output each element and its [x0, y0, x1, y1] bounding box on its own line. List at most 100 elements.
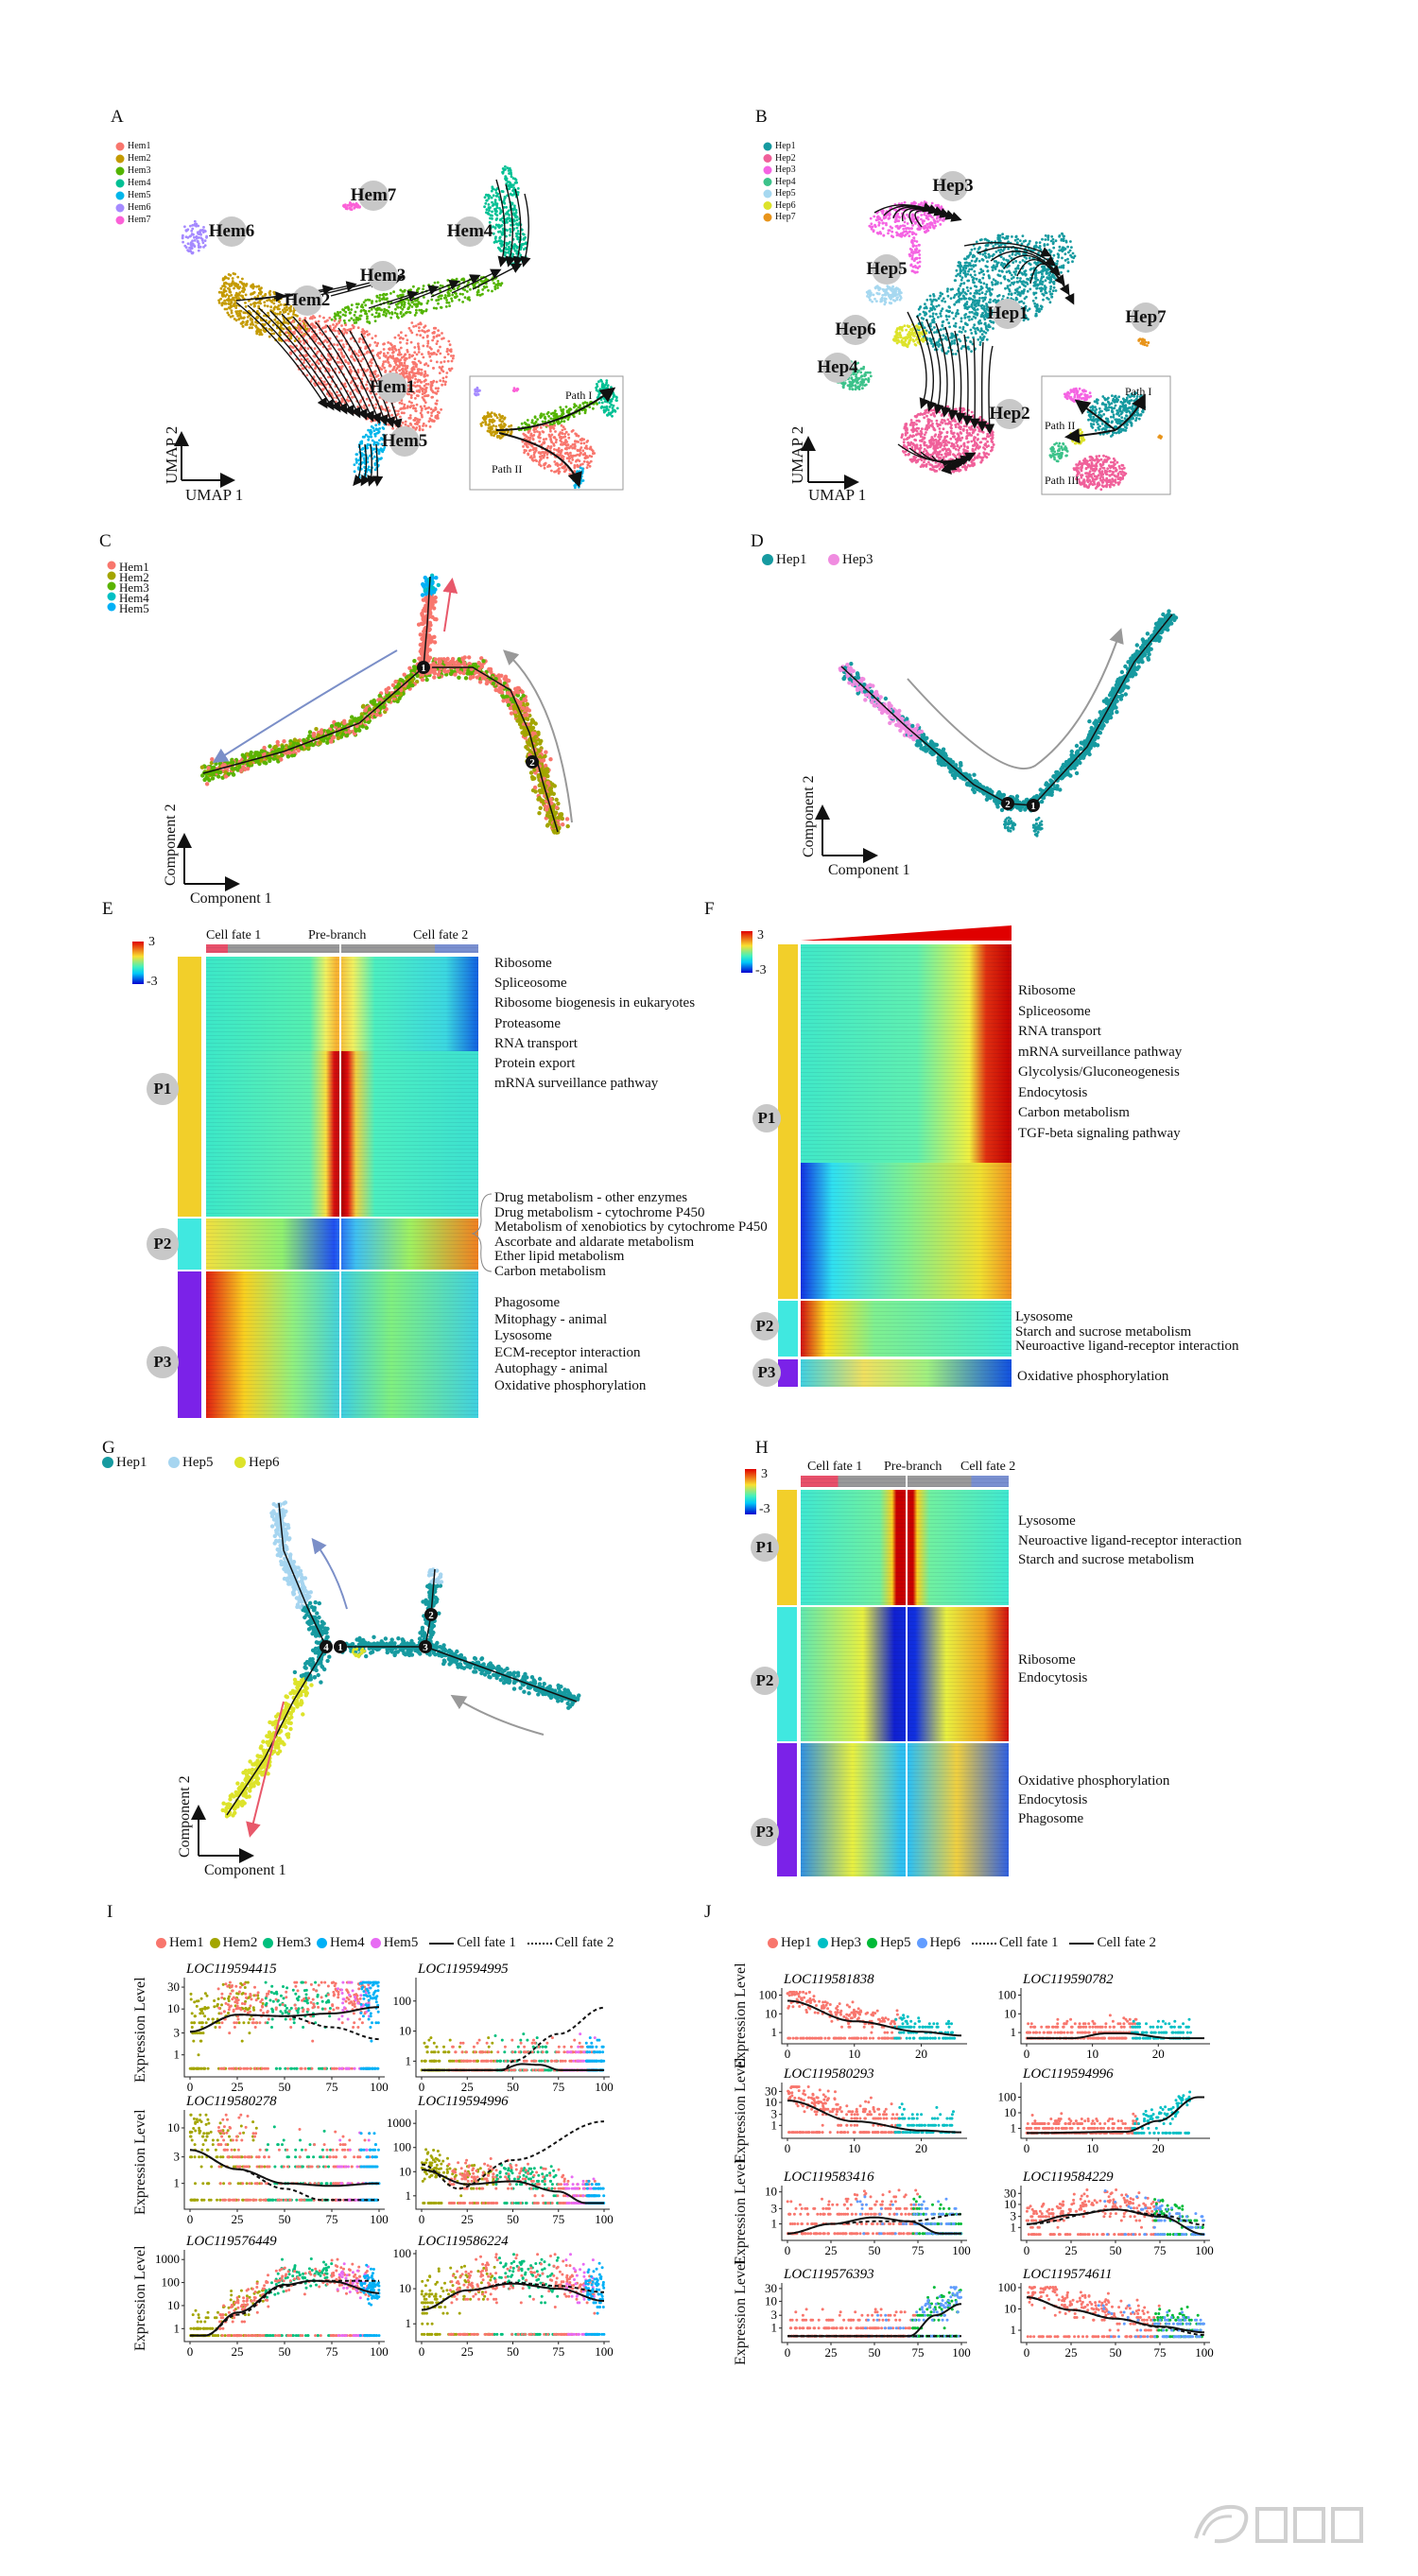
- cell-point: [508, 425, 510, 428]
- cell-point: [446, 279, 449, 282]
- cell-point: [437, 411, 440, 414]
- cell-point: [908, 254, 911, 257]
- cell-point: [491, 211, 493, 214]
- cell-point: [945, 316, 948, 319]
- cell-point: [318, 320, 320, 323]
- cell-point: [461, 293, 464, 296]
- cell-point: [524, 236, 527, 239]
- cell-point: [975, 317, 977, 320]
- cell-point: [933, 227, 936, 230]
- cell-point: [225, 303, 228, 305]
- cell-point: [1016, 293, 1019, 296]
- cell-point: [543, 438, 545, 441]
- cell-point: [198, 250, 200, 252]
- cell-point: [507, 431, 510, 434]
- cell-point: [984, 322, 987, 325]
- cell-point: [961, 328, 964, 331]
- cell-point: [491, 434, 493, 437]
- cell-point: [939, 223, 942, 226]
- cell-point: [535, 447, 538, 450]
- cell-point: [268, 299, 270, 302]
- cell-point: [994, 283, 996, 285]
- cell-point: [536, 418, 539, 421]
- cell-point: [376, 309, 379, 312]
- cell-point: [500, 424, 503, 426]
- cell-point: [236, 315, 239, 318]
- cell-point: [890, 298, 892, 301]
- cell-point: [439, 379, 441, 382]
- cell-point: [1019, 261, 1022, 264]
- cell-point: [450, 350, 453, 353]
- cell-point: [597, 390, 600, 393]
- cell-point: [935, 305, 938, 308]
- cell-point: [399, 341, 402, 344]
- cell-point: [1052, 247, 1055, 250]
- cell-point: [363, 406, 366, 409]
- cell-point: [928, 205, 931, 208]
- cell-point: [496, 286, 499, 289]
- cell-point: [1027, 290, 1029, 293]
- cell-point: [882, 288, 885, 291]
- cell-point: [947, 321, 950, 324]
- cell-point: [198, 236, 200, 239]
- cell-point: [503, 202, 506, 205]
- cell-point: [491, 420, 493, 423]
- cell-point: [519, 254, 522, 257]
- cell-point: [407, 299, 410, 302]
- cell-point: [553, 460, 556, 463]
- cell-point: [555, 441, 558, 443]
- cell-point: [350, 317, 353, 320]
- cell-point: [408, 401, 411, 404]
- cell-point: [601, 402, 604, 405]
- cell-point: [338, 372, 341, 374]
- cell-point: [441, 366, 444, 369]
- cell-point: [437, 349, 440, 352]
- cell-point: [406, 405, 409, 407]
- cell-point: [314, 368, 317, 371]
- cell-point: [523, 248, 526, 251]
- cell-point: [542, 421, 545, 424]
- cell-point: [982, 273, 985, 276]
- cell-point: [435, 299, 438, 302]
- cell-point: [873, 224, 876, 227]
- cell-point: [430, 389, 433, 391]
- cell-point: [979, 336, 982, 338]
- cell-point: [278, 332, 281, 335]
- cell-point: [232, 298, 234, 301]
- cell-point: [939, 312, 942, 315]
- cell-point: [977, 308, 979, 311]
- cell-point: [951, 340, 954, 343]
- cell-point: [975, 332, 977, 335]
- cell-point: [223, 282, 226, 285]
- cell-point: [267, 312, 269, 315]
- cell-point: [415, 324, 418, 327]
- cell-point: [403, 313, 406, 316]
- cell-point: [235, 285, 238, 287]
- cell-point: [1005, 259, 1008, 262]
- cell-point: [968, 319, 971, 321]
- cell-point: [920, 214, 923, 216]
- cell-point: [875, 292, 878, 295]
- cell-point: [310, 316, 313, 319]
- cell-point: [1011, 235, 1013, 238]
- cell-point: [979, 239, 982, 242]
- cell-point: [349, 311, 352, 314]
- cell-point: [589, 447, 592, 450]
- cell-point: [426, 345, 429, 348]
- cell-point: [973, 282, 976, 285]
- cell-point: [260, 291, 263, 294]
- cell-point: [406, 342, 408, 345]
- cell-point: [493, 241, 496, 244]
- cell-point: [528, 449, 531, 452]
- cell-point: [436, 342, 439, 345]
- cell-point: [584, 447, 587, 450]
- cell-point: [988, 325, 991, 328]
- cell-point: [451, 294, 454, 297]
- cell-point: [894, 220, 897, 223]
- cell-point: [369, 299, 372, 302]
- cell-point: [430, 353, 433, 355]
- cell-point: [440, 298, 442, 301]
- cell-point: [421, 303, 424, 305]
- cell-point: [1001, 236, 1004, 239]
- cell-point: [256, 316, 259, 319]
